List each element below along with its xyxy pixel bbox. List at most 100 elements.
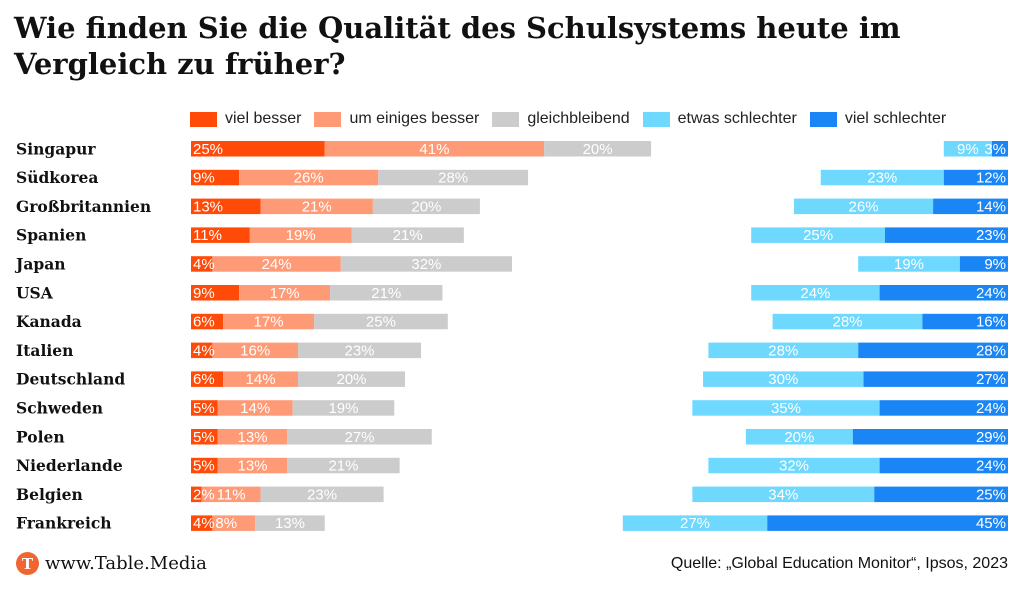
data-label: 32% [411, 256, 441, 273]
data-label: 21% [371, 285, 401, 302]
data-label: 17% [254, 314, 284, 331]
data-label: 27% [345, 429, 375, 446]
bar-segment [874, 486, 1008, 503]
category-label: Deutschland [16, 370, 125, 389]
category-label: Südkorea [16, 168, 98, 187]
bar-segment [212, 256, 341, 272]
data-label: 20% [583, 141, 613, 158]
bar-segment [217, 457, 288, 474]
bar-segment [223, 313, 315, 330]
bar-segment [692, 486, 875, 503]
legend-label: gleichbleibend [527, 110, 630, 127]
data-label: 20% [784, 429, 814, 446]
data-label: 5% [193, 458, 215, 475]
category-label: Singapur [16, 139, 96, 158]
data-label: 16% [240, 342, 270, 359]
data-label: 9% [984, 256, 1006, 273]
bar-segment [751, 285, 880, 301]
data-label: 19% [894, 256, 924, 273]
data-label: 19% [286, 227, 316, 244]
bar-segment [351, 227, 464, 243]
legend-item-viel-schlechter: viel schlechter [809, 110, 946, 128]
data-label: 6% [193, 314, 215, 331]
data-label: 21% [328, 458, 358, 475]
data-label: 11% [217, 486, 246, 503]
stacked-bar-chart: Singapur 25% 41% 20% 9% 3% Südkorea 9% 26% 28% 23%… [14, 139, 1008, 533]
bar-segment [191, 141, 325, 157]
data-label: 4% [193, 515, 215, 532]
data-label: 13% [238, 458, 268, 475]
bar-segment [217, 429, 288, 445]
bar-segment [255, 515, 325, 531]
legend-label: um einiges besser [349, 110, 480, 127]
bar-segment [708, 457, 880, 474]
bar-segment [223, 371, 298, 387]
bar-segment [943, 169, 1008, 186]
bar-segment [191, 198, 261, 215]
data-label: 28% [976, 342, 1006, 359]
bar-segment [212, 342, 298, 359]
data-label: 4% [193, 256, 215, 273]
data-label: 25% [976, 486, 1006, 503]
bar-segment [191, 256, 213, 272]
bar-segment [708, 342, 859, 359]
data-label: 23% [867, 170, 897, 187]
bar-segment [298, 371, 405, 387]
bar-segment [544, 141, 652, 157]
category-label: Spanien [16, 226, 86, 245]
data-label: 9% [193, 170, 215, 187]
data-label: 8% [215, 515, 237, 532]
data-label: 13% [275, 515, 305, 532]
data-label: 5% [193, 429, 215, 446]
data-label: 14% [976, 198, 1006, 215]
bar-segment [191, 313, 224, 330]
bar-segment [314, 313, 448, 330]
data-label: 29% [976, 429, 1006, 446]
data-label: 28% [832, 314, 862, 331]
bar-segment [943, 141, 992, 157]
data-label: 25% [803, 227, 833, 244]
bar-segment [239, 169, 379, 186]
bar-segment [212, 515, 256, 531]
footer-logo: T www.Table.Media [16, 552, 207, 575]
category-label: Kanada [16, 312, 82, 331]
bar-segment [260, 486, 384, 503]
data-label: 14% [246, 371, 276, 388]
data-label: 13% [238, 429, 268, 446]
legend-swatch [314, 111, 342, 127]
legend-swatch [642, 111, 670, 127]
bar-segment [191, 429, 218, 445]
data-label: 25% [366, 314, 396, 331]
data-label: 4% [193, 342, 215, 359]
bar-segment [879, 285, 1008, 301]
bar-segment [884, 227, 1008, 243]
data-label: 12% [976, 170, 1006, 187]
bar-segment [933, 198, 1008, 215]
data-label: 28% [768, 342, 798, 359]
legend: viel besser um einiges besser gleichblei… [190, 109, 959, 129]
data-label: 23% [976, 227, 1006, 244]
category-label: Japan [14, 254, 66, 273]
site-name: www.Table.Media [45, 553, 207, 574]
data-label: 16% [976, 314, 1006, 331]
data-label: 9% [193, 285, 215, 302]
bar-segment [298, 342, 422, 359]
bar-segment [703, 371, 864, 387]
data-label: 27% [680, 515, 710, 532]
bar-segment [879, 400, 1008, 416]
category-label: Polen [16, 427, 65, 446]
bar-segment [745, 429, 853, 445]
data-label: 5% [193, 400, 215, 417]
bar-segment [863, 371, 1008, 387]
bar-segment [622, 515, 768, 531]
data-label: 11% [193, 227, 222, 244]
bar-segment [858, 256, 960, 272]
chart-title: Wie finden Sie die Qualität des Schulsys… [14, 11, 901, 81]
bar-segment [692, 400, 880, 416]
bar-segment [191, 227, 250, 243]
data-label: 28% [438, 170, 468, 187]
bar-segment [217, 400, 293, 416]
data-label: 27% [976, 371, 1006, 388]
bar-segment [191, 400, 218, 416]
bar-segment [959, 256, 1008, 272]
